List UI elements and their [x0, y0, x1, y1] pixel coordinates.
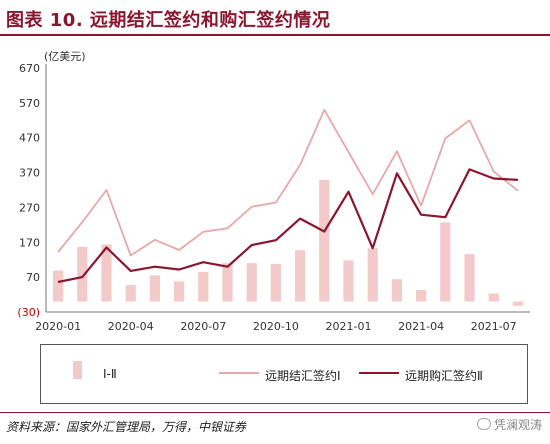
bar [464, 254, 475, 302]
x-tick-label: 2020-10 [253, 320, 299, 333]
y-tick-label: 370 [19, 167, 40, 180]
bar [101, 244, 112, 302]
bar [125, 285, 136, 302]
bar [488, 293, 499, 302]
legend-bar-swatch [73, 361, 82, 379]
bar [222, 263, 233, 302]
legend-label-settlement: 远期结汇签约Ⅰ [265, 369, 341, 383]
y-tick-label: 270 [19, 201, 40, 214]
watermark: 凭澜观涛 [476, 416, 542, 433]
y-tick-label: 670 [19, 62, 40, 75]
bar [174, 281, 185, 302]
source-note: 资料来源：国家外汇管理局，万得，中银证券 [6, 420, 247, 434]
chart-legend: Ⅰ-Ⅱ 远期结汇签约Ⅰ 远期购汇签约Ⅱ [40, 344, 528, 404]
bar [319, 179, 330, 302]
bar [246, 263, 257, 302]
legend-label-diff: Ⅰ-Ⅱ [103, 367, 117, 381]
y-tick-label: 170 [19, 236, 40, 249]
settlement-line [57, 108, 519, 257]
y-tick-label: 70 [26, 271, 40, 284]
x-tick-label: 2020-04 [108, 320, 154, 333]
footer-divider [0, 412, 550, 413]
watermark-text: 凭澜观涛 [493, 418, 542, 432]
bar [512, 301, 523, 306]
purchase-line [57, 168, 518, 284]
bar [149, 275, 160, 302]
y-tick-label: (30) [17, 306, 40, 319]
x-tick-label: 2021-07 [471, 320, 517, 333]
wechat-icon [476, 418, 491, 430]
chart-title: 图表 10. 远期结汇签约和购汇签约情况 [6, 10, 331, 31]
title-divider [0, 34, 550, 36]
x-tick-label: 2020-07 [180, 320, 226, 333]
y-tick-label: 470 [19, 132, 40, 145]
bar [295, 250, 306, 302]
bar [391, 279, 402, 302]
legend-line-swatch-settlement [219, 372, 259, 374]
x-tick-label: 2021-04 [398, 320, 444, 333]
legend-line-swatch-purchase [359, 372, 399, 374]
bar [198, 271, 209, 302]
bar [416, 290, 427, 302]
bar [343, 260, 354, 302]
bar [53, 270, 64, 302]
legend-label-purchase: 远期购汇签约Ⅱ [405, 369, 483, 383]
x-tick-label: 2021-01 [326, 320, 372, 333]
bar [440, 222, 451, 302]
bar [270, 263, 281, 302]
y-axis-unit: (亿美元) [44, 50, 86, 63]
bar [77, 246, 88, 302]
y-tick-label: 570 [19, 97, 40, 110]
x-tick-label: 2020-01 [35, 320, 81, 333]
bar [367, 248, 378, 302]
